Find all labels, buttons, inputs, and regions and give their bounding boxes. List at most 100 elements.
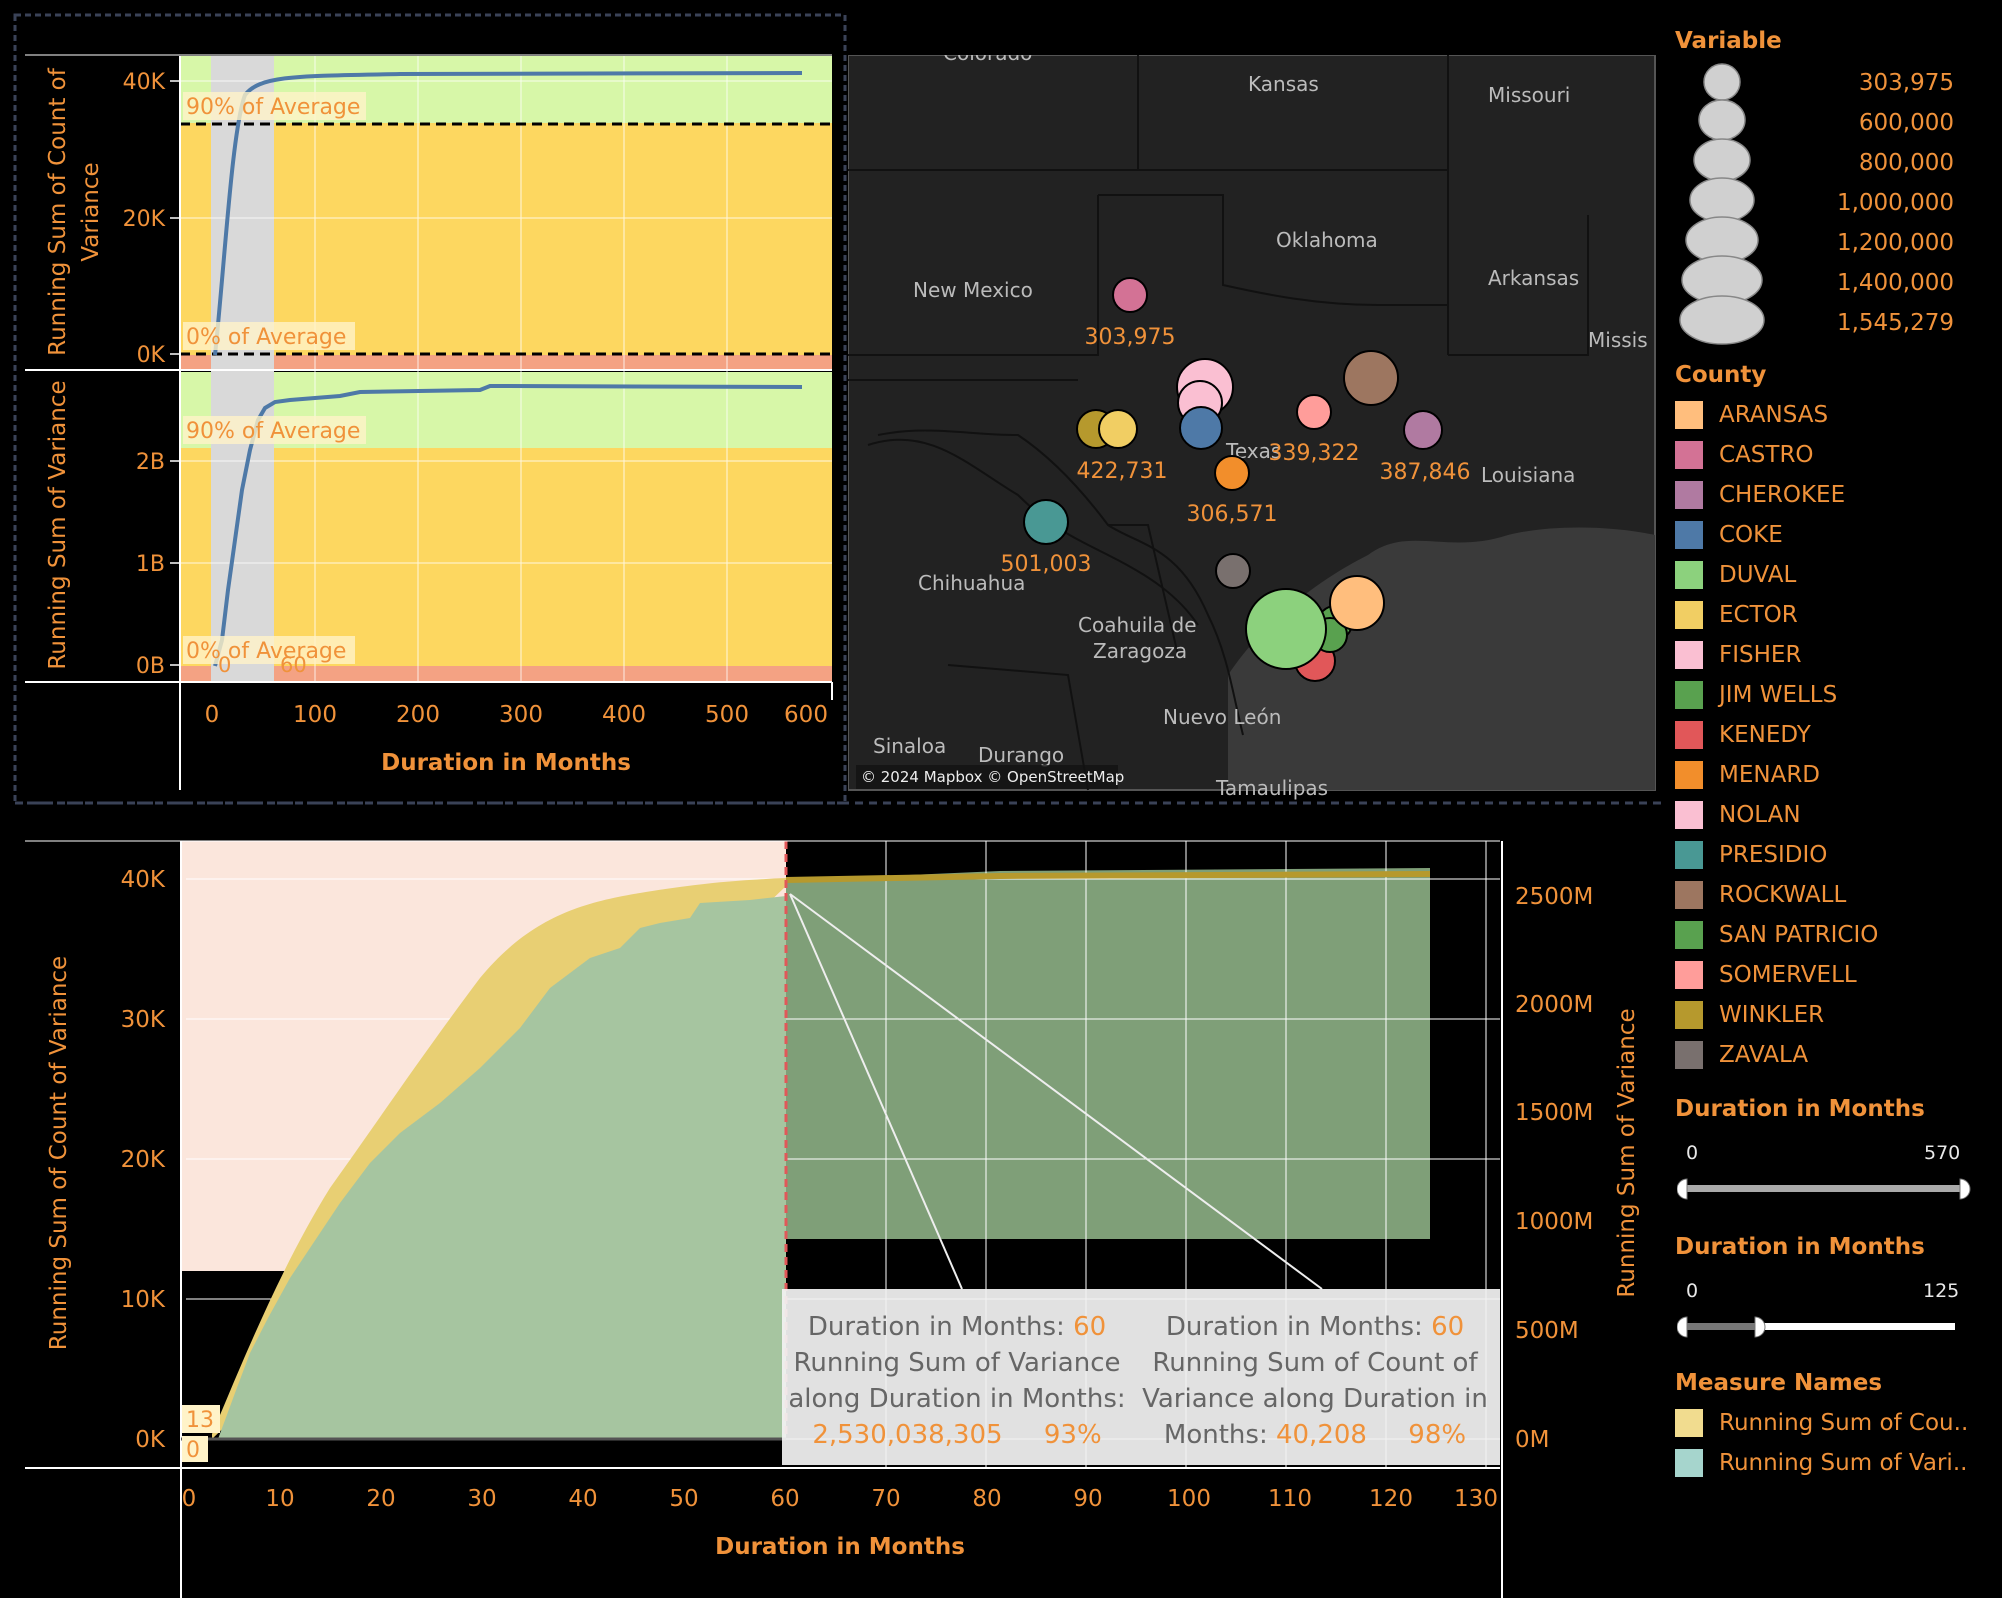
measure-legend-item[interactable]: Running Sum of Vari.. [1675, 1448, 1967, 1478]
slider2-min: 0 [1686, 1280, 1699, 1302]
lower-y-tick: 1B [136, 552, 165, 577]
county-legend-item[interactable]: MENARD [1675, 760, 1820, 790]
measure-label: Running Sum of Vari.. [1719, 1450, 1968, 1476]
county-legend-item[interactable]: COKE [1675, 520, 1783, 550]
county-legend-item[interactable]: ZAVALA [1675, 1040, 1808, 1070]
x-tick: 40 [568, 1486, 597, 1512]
map-label: Nuevo León [1163, 705, 1281, 729]
county-legend-item[interactable]: JIM WELLS [1675, 680, 1837, 710]
left-y-tick: 0K [135, 1427, 166, 1453]
county-swatch [1675, 881, 1703, 909]
panel-border [13, 13, 847, 805]
map-attribution[interactable]: © 2024 Mapbox © OpenStreetMap [861, 768, 1124, 786]
county-label: WINKLER [1719, 1002, 1825, 1028]
measure-legend-item[interactable]: Running Sum of Cou.. [1675, 1408, 1968, 1438]
right-y-tick: 2500M [1515, 884, 1593, 910]
bubble-castro[interactable] [1112, 277, 1148, 313]
county-legend-item[interactable]: CASTRO [1675, 440, 1814, 470]
lower-y-tick: 2B [136, 450, 165, 475]
bubble-label: 422,731 [1077, 459, 1168, 484]
slider2-range [1685, 1323, 1755, 1330]
county-legend-item[interactable]: FISHER [1675, 640, 1801, 670]
bubble-presidio[interactable] [1023, 499, 1069, 545]
slider2-max-handle[interactable] [1754, 1316, 1766, 1338]
bubble-cherokee[interactable] [1403, 410, 1443, 450]
slider1-max: 570 [1924, 1142, 1961, 1164]
x-tick: 500 [705, 702, 749, 728]
county-legend-item[interactable]: NOLAN [1675, 800, 1801, 830]
county-legend-item[interactable]: WINKLER [1675, 1000, 1824, 1030]
size-legend-label: 1,400,000 [1836, 270, 1954, 296]
start-label-bg [182, 1436, 208, 1462]
bubble-zavala[interactable] [1215, 553, 1251, 589]
bubble-rockwall[interactable] [1343, 350, 1399, 406]
county-legend-item[interactable]: PRESIDIO [1675, 840, 1827, 870]
size-legend-label: 303,975 [1858, 70, 1954, 96]
upper-y-label-line2: Variance [78, 162, 104, 261]
county-swatch [1675, 841, 1703, 869]
map-label: Louisiana [1481, 463, 1575, 487]
bubble-label: 303,975 [1085, 325, 1176, 350]
upper-y-tick: 40K [123, 70, 166, 95]
county-legend-item[interactable]: SOMERVELL [1675, 960, 1857, 990]
bottom-chart[interactable]: 40K 30K 20K 10K 0K 2500M 2000M 1500M 100… [0, 808, 1670, 1598]
tooltip-duration-value: 60 [1431, 1312, 1465, 1342]
variance-area-series[interactable] [218, 896, 786, 1439]
map[interactable]: Colorado Kansas Missouri Oklahoma Arkans… [848, 55, 1668, 815]
x-tick: 400 [602, 702, 646, 728]
right-y-tick: 2000M [1515, 992, 1593, 1018]
bubble-coke[interactable] [1179, 406, 1223, 450]
legend-panel: Variable 303,975 600,000 800,000 1,000,0… [1672, 0, 2002, 1598]
bubbles[interactable] [1023, 277, 1443, 682]
bubble-menard[interactable] [1214, 455, 1250, 491]
slider1-min-handle[interactable] [1677, 1178, 1688, 1200]
x-tick: 0 [182, 1486, 197, 1512]
map-label: Colorado [943, 55, 1032, 65]
measure-label: Running Sum of Cou.. [1719, 1410, 1969, 1436]
map-label: Durango [978, 743, 1064, 767]
slider2[interactable] [1677, 1315, 1977, 1339]
x-tick: 0 [205, 702, 220, 728]
x-tick: 70 [871, 1486, 900, 1512]
size-legend-label: 800,000 [1858, 150, 1954, 176]
bubble-ector[interactable] [1098, 409, 1138, 449]
county-label: FISHER [1719, 642, 1802, 668]
bubble-label: 339,322 [1269, 441, 1360, 466]
x-tick: 200 [396, 702, 440, 728]
county-legend-item[interactable]: ECTOR [1675, 600, 1798, 630]
county-legend-item[interactable]: DUVAL [1675, 560, 1796, 590]
slider2-min-handle[interactable] [1677, 1316, 1688, 1338]
bubble-aransas[interactable] [1329, 575, 1385, 631]
tooltip-pct: 98% [1408, 1420, 1467, 1450]
county-legend-item[interactable]: ARANSAS [1675, 400, 1828, 430]
county-label: ROCKWALL [1719, 882, 1847, 908]
county-label: SAN PATRICIO [1719, 922, 1879, 948]
x-tick: 300 [499, 702, 543, 728]
map-label: Missis [1588, 328, 1648, 352]
bubble-somervell[interactable] [1296, 394, 1332, 430]
county-legend-item[interactable]: KENEDY [1675, 720, 1811, 750]
county-legend-item[interactable]: CHEROKEE [1675, 480, 1845, 510]
county-swatch [1675, 521, 1703, 549]
slider1-max-handle[interactable] [1959, 1178, 1971, 1200]
county-label: JIM WELLS [1719, 682, 1838, 708]
county-legend-item[interactable]: ROCKWALL [1675, 880, 1846, 910]
county-label: ARANSAS [1719, 402, 1829, 428]
county-label: PRESIDIO [1719, 842, 1828, 868]
slider1-title: Duration in Months [1675, 1096, 1925, 1122]
map-label: Tamaulipas [1215, 776, 1328, 800]
ref-90-label-upper: 90% of Average [186, 95, 360, 120]
size-legend-label: 1,545,279 [1836, 310, 1954, 336]
lower-series-line[interactable] [213, 383, 803, 667]
bubble-label: 387,846 [1380, 460, 1471, 485]
map-label: Missouri [1488, 83, 1570, 107]
tooltip-duration-value: 60 [1073, 1312, 1107, 1342]
county-swatch [1675, 441, 1703, 469]
top-left-chart[interactable]: 90% of Average 0% of Average 90% of Aver… [0, 0, 850, 805]
county-legend-item[interactable]: SAN PATRICIO [1675, 920, 1878, 950]
bubble-duval[interactable] [1245, 588, 1327, 670]
slider1-min: 0 [1686, 1142, 1699, 1164]
x-tick: 100 [293, 702, 337, 728]
county-label: ZAVALA [1719, 1042, 1809, 1068]
slider1[interactable] [1677, 1177, 1977, 1201]
